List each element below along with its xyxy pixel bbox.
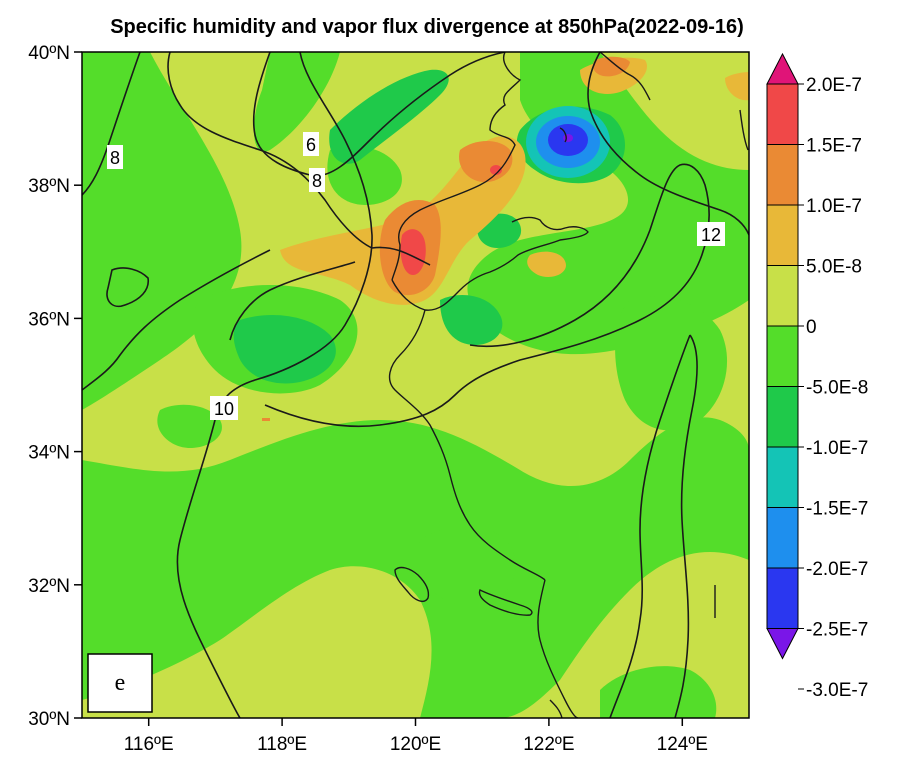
x-tick-label: 122ºE [523,734,574,755]
map-panel: 6 8 8 10 12 e [82,52,749,718]
colorbar-label: 1.0E-7 [806,196,862,217]
colorbar-label: 0 [806,317,817,338]
y-tick-label: 32ºN [28,576,70,597]
humidity-contours [82,52,749,718]
contour-label-8-center: 8 [312,171,322,191]
x-axis: 116ºE 118ºE 120ºE 122ºE 124ºE [124,718,708,755]
contour-label-6: 6 [306,135,316,155]
y-axis: 30ºN 32ºN 34ºN 36ºN 38ºN 40ºN [28,43,82,730]
colorbar-segment [766,204,799,266]
x-tick-label: 120ºE [390,734,441,755]
y-tick-label: 38ºN [28,176,70,197]
field-negative-bands [82,52,749,718]
colorbar-label: 2.0E-7 [806,75,862,96]
panel-label: e [115,670,126,696]
colorbar-label: -1.0E-7 [806,438,868,459]
field-small-positive-dot [262,418,270,421]
panel-label-box [87,653,153,713]
colorbar-segment [766,144,799,206]
colorbar-top-triangle [766,52,799,85]
colorbar-label: 1.5E-7 [806,136,862,157]
field-peak [400,165,502,275]
colorbar-segment [766,507,799,569]
colorbar-segment [766,325,799,387]
contour-label-12: 12 [701,225,721,245]
colorbar-label: -2.5E-7 [806,620,868,641]
colorbar-bottom-triangle [766,628,799,660]
colorbar-label: -3.0E-7 [806,680,868,701]
colorbar-segment [766,83,799,145]
colorbar-segment [766,567,799,629]
coastlines [388,52,749,718]
field-min-core [563,134,573,142]
x-tick-label: 124ºE [657,734,708,755]
colorbar-segment [766,386,799,448]
contour-label-8-west: 8 [110,148,120,168]
contour-label-10: 10 [214,399,234,419]
x-tick-label: 118ºE [257,734,307,755]
y-tick-label: 30ºN [28,709,70,730]
colorbar-segment [766,446,799,508]
colorbar-label: 5.0E-8 [806,257,862,278]
y-tick-label: 40ºN [28,43,70,64]
colorbar-label: -5.0E-8 [806,378,868,399]
colorbar-label: -2.0E-7 [806,559,868,580]
chart-title: Specific humidity and vapor flux diverge… [110,16,744,38]
colorbar-label: -1.5E-7 [806,499,868,520]
y-tick-label: 34ºN [28,443,70,464]
x-tick-label: 116ºE [124,734,174,755]
colorbar-segment [766,265,799,327]
y-tick-label: 36ºN [28,309,70,330]
colorbar: 2.0E-7 1.5E-7 1.0E-7 5.0E-8 0 -5.0E-8 -1.0E-7 -… [766,52,868,701]
contour-label-group: 6 8 8 10 12 [107,132,725,420]
